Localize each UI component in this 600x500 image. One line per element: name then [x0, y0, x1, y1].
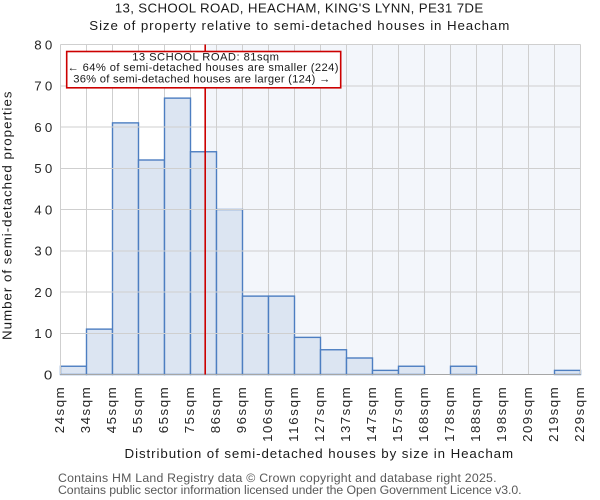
svg-text:198sqm: 198sqm — [494, 387, 509, 442]
svg-text:219sqm: 219sqm — [546, 387, 561, 442]
svg-text:96sqm: 96sqm — [234, 387, 249, 433]
svg-text:13 SCHOOL ROAD: 81sqm: 13 SCHOOL ROAD: 81sqm — [132, 51, 279, 63]
svg-text:20: 20 — [34, 285, 52, 300]
svg-text:86sqm: 86sqm — [208, 387, 223, 433]
svg-text:40: 40 — [34, 202, 52, 217]
svg-text:188sqm: 188sqm — [468, 387, 483, 442]
svg-text:30: 30 — [34, 244, 52, 259]
svg-text:Contains public sector informa: Contains public sector information licen… — [58, 483, 522, 497]
svg-text:Number of semi-detached proper: Number of semi-detached properties — [0, 91, 14, 340]
svg-text:45sqm: 45sqm — [104, 387, 119, 433]
svg-text:Contains HM Land Registry data: Contains HM Land Registry data © Crown c… — [58, 471, 497, 485]
svg-text:60: 60 — [34, 120, 52, 135]
svg-text:10: 10 — [34, 326, 52, 341]
svg-text:157sqm: 157sqm — [390, 387, 405, 442]
svg-text:36% of semi-detached houses ar: 36% of semi-detached houses are larger (… — [73, 73, 330, 85]
svg-text:0: 0 — [44, 367, 52, 382]
svg-text:24sqm: 24sqm — [52, 387, 67, 433]
svg-text:229sqm: 229sqm — [572, 387, 587, 442]
svg-text:34sqm: 34sqm — [78, 387, 93, 433]
svg-text:75sqm: 75sqm — [182, 387, 197, 433]
svg-text:Distribution of semi-detached: Distribution of semi-detached houses by … — [125, 446, 513, 461]
svg-text:55sqm: 55sqm — [130, 387, 145, 433]
svg-text:209sqm: 209sqm — [520, 387, 535, 442]
svg-text:147sqm: 147sqm — [364, 387, 379, 442]
svg-text:13, SCHOOL ROAD, HEACHAM, KING: 13, SCHOOL ROAD, HEACHAM, KING'S LYNN, P… — [115, 0, 484, 15]
svg-text:116sqm: 116sqm — [286, 387, 301, 442]
svg-text:50: 50 — [34, 161, 52, 176]
svg-text:Size of property relative to s: Size of property relative to semi-detach… — [89, 18, 509, 33]
svg-text:127sqm: 127sqm — [312, 387, 327, 442]
svg-text:70: 70 — [34, 79, 52, 94]
svg-text:137sqm: 137sqm — [338, 387, 353, 442]
svg-text:106sqm: 106sqm — [260, 387, 275, 442]
svg-text:178sqm: 178sqm — [442, 387, 457, 442]
svg-text:65sqm: 65sqm — [156, 387, 171, 433]
svg-text:80: 80 — [34, 37, 52, 52]
svg-text:168sqm: 168sqm — [416, 387, 431, 442]
svg-text:← 64% of semi-detached houses: ← 64% of semi-detached houses are smalle… — [68, 62, 339, 74]
